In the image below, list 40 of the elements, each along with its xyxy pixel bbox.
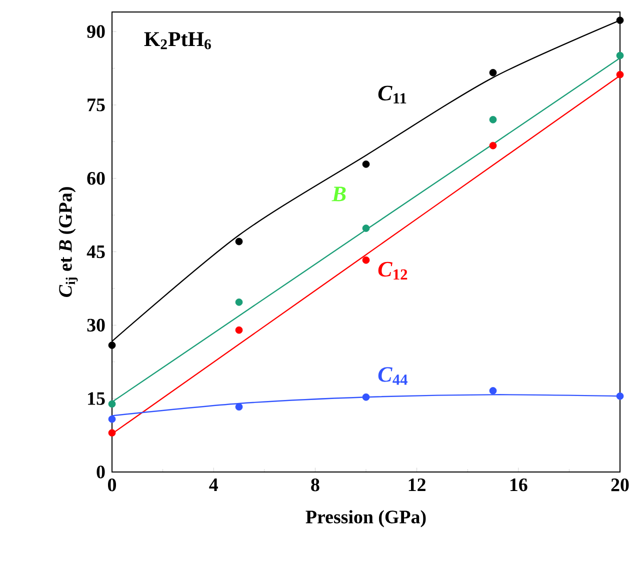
series-label: C$_{44}$ [378,367,408,385]
point [616,16,624,24]
point [235,298,243,306]
x-tick-label: 16 [510,478,528,492]
x-tick-label: 4 [209,478,218,491]
point [235,326,243,334]
point [235,238,243,246]
point [489,68,497,76]
text: K$_{2}$PtH$_{6}$ [144,32,211,50]
x-axis-title: Pression (GPa) [306,510,426,528]
x-tick-label: 12 [408,478,426,492]
y-tick-label: 15 [88,392,105,405]
point [235,403,243,411]
point [108,429,116,437]
text: C$_{11}$ [378,86,406,104]
y-tick-label: 30 [87,318,105,332]
y-axis-title: C$_{ij}$ et B (GPa) [58,187,78,297]
point [362,160,370,168]
x-tick-label: 8 [311,478,320,492]
point [489,116,497,124]
point [108,415,116,423]
point [489,142,497,150]
point [362,224,370,232]
y-tick-label: 0 [96,466,105,478]
point [616,70,624,78]
x-tick-label: 0 [108,478,116,492]
point [362,256,370,264]
series-label: B [332,186,346,202]
y-tick-label: 75 [88,98,105,112]
y-tick-label: 60 [87,172,105,185]
series-label: C$_{12}$ [378,262,408,280]
point [616,392,624,400]
point [108,400,116,408]
x-tick-label: 20 [611,478,629,492]
point [362,393,370,401]
point [108,342,116,349]
point [616,52,624,60]
y-tick-label: 45 [86,245,105,258]
point [489,387,497,394]
y-tick-label: 90 [87,25,105,38]
